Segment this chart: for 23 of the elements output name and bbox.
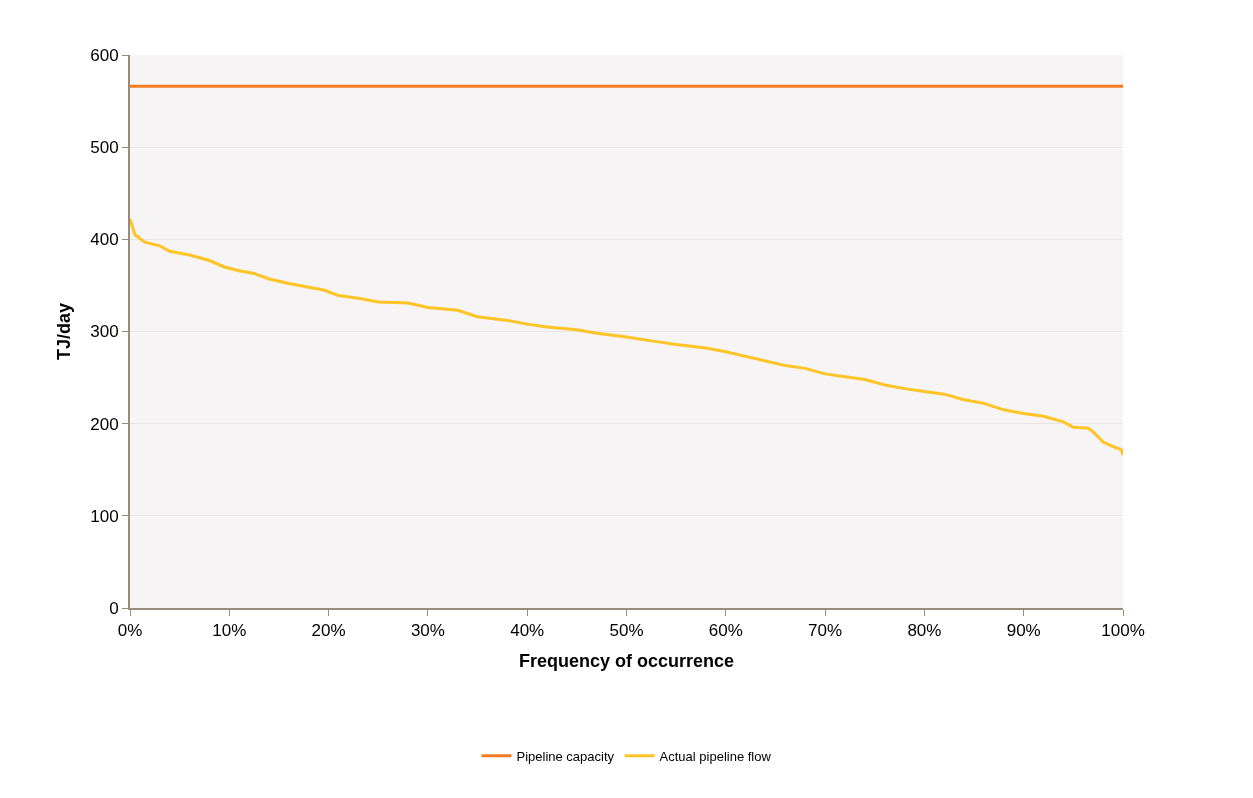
y-tick-label: 600 [90,45,119,65]
x-tick-label: 100% [1101,621,1145,641]
legend-label: Actual pipeline flow [659,748,772,764]
x-tick-label: 50% [609,621,644,641]
x-tick-label: 40% [510,621,545,641]
line-series [130,217,1123,457]
x-axis-title: Frequency of occurrence [518,651,735,671]
y-tick-label: 500 [90,138,119,158]
x-tick-label: 10% [212,621,247,641]
x-tick-label: 60% [708,621,743,641]
x-tick-label: 80% [907,621,942,641]
x-tick-label: 20% [311,621,346,641]
y-tick-label: 400 [90,230,119,250]
x-tick-label: 90% [1006,621,1041,641]
y-tick-label: 200 [90,414,119,434]
y-tick-label: 100 [90,506,119,526]
y-tick-label: 300 [90,322,119,342]
x-tick-label: 30% [410,621,445,641]
x-tick-label: 0% [117,621,143,641]
x-tick-label: 70% [808,621,843,641]
y-tick-label: 0 [109,598,119,618]
y-axis-title: TJ/day [53,302,74,361]
legend-label: Pipeline capacity [516,748,615,764]
